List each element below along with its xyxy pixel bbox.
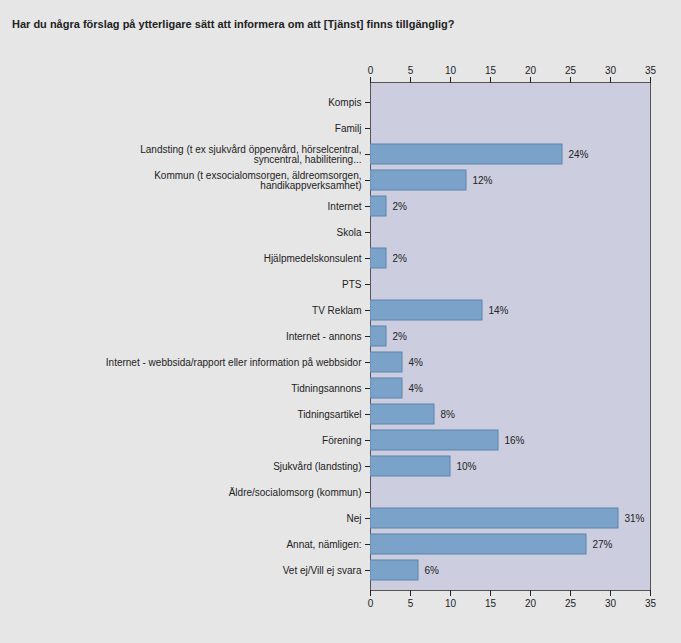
svg-text:Internet - webbsida/rapport el: Internet - webbsida/rapport eller inform… bbox=[106, 357, 362, 368]
svg-text:5: 5 bbox=[408, 598, 414, 609]
svg-text:Förening: Förening bbox=[322, 435, 361, 446]
svg-text:16%: 16% bbox=[505, 435, 525, 446]
svg-text:Landsting (t ex sjukvård öppen: Landsting (t ex sjukvård öppenvård, hörs… bbox=[140, 144, 361, 165]
svg-text:Skola: Skola bbox=[336, 227, 361, 238]
svg-text:30: 30 bbox=[605, 598, 617, 609]
svg-text:4%: 4% bbox=[409, 383, 424, 394]
svg-text:27%: 27% bbox=[593, 539, 613, 550]
svg-text:Tidningsartikel: Tidningsartikel bbox=[297, 409, 361, 420]
svg-text:Kompis: Kompis bbox=[328, 97, 361, 108]
svg-text:Nej: Nej bbox=[346, 513, 361, 524]
svg-text:25: 25 bbox=[565, 65, 577, 76]
svg-text:5: 5 bbox=[408, 65, 414, 76]
svg-text:Vet ej/Vill ej svara: Vet ej/Vill ej svara bbox=[283, 565, 362, 576]
svg-text:24%: 24% bbox=[569, 149, 589, 160]
svg-text:30: 30 bbox=[605, 65, 617, 76]
svg-text:2%: 2% bbox=[393, 201, 408, 212]
html-text:Har du några förslag på ytterl: Har du några förslag på ytterligare sätt… bbox=[12, 18, 455, 30]
svg-text:Kommun (t exsocialomsorgen, äl: Kommun (t exsocialomsorgen, äldreomsorge… bbox=[154, 170, 361, 191]
svg-text:20: 20 bbox=[525, 598, 537, 609]
svg-text:Tidningsannons: Tidningsannons bbox=[291, 383, 361, 394]
svg-text:0: 0 bbox=[368, 65, 374, 76]
svg-text:15: 15 bbox=[485, 598, 497, 609]
svg-text:25: 25 bbox=[565, 598, 577, 609]
svg-text:6%: 6% bbox=[425, 565, 440, 576]
svg-text:31%: 31% bbox=[625, 513, 645, 524]
svg-text:Äldre/socialomsorg (kommun): Äldre/socialomsorg (kommun) bbox=[229, 487, 362, 498]
svg-text:Sjukvård (landsting): Sjukvård (landsting) bbox=[273, 461, 361, 472]
svg-text:2%: 2% bbox=[393, 253, 408, 264]
svg-text:35: 35 bbox=[645, 598, 657, 609]
svg-text:Familj: Familj bbox=[335, 123, 362, 134]
svg-text:10: 10 bbox=[445, 598, 457, 609]
svg-text:8%: 8% bbox=[441, 409, 456, 420]
svg-text:Hjälpmedelskonsulent: Hjälpmedelskonsulent bbox=[264, 253, 362, 264]
svg-text:Internet: Internet bbox=[328, 201, 362, 212]
svg-text:10%: 10% bbox=[457, 461, 477, 472]
svg-text:35: 35 bbox=[645, 65, 657, 76]
svg-text:Annat, nämligen:: Annat, nämligen: bbox=[286, 539, 361, 550]
svg-text:0: 0 bbox=[368, 598, 374, 609]
svg-text:10: 10 bbox=[445, 65, 457, 76]
svg-text:TV Reklam: TV Reklam bbox=[312, 305, 361, 316]
svg-text:15: 15 bbox=[485, 65, 497, 76]
svg-text:20: 20 bbox=[525, 65, 537, 76]
svg-text:4%: 4% bbox=[409, 357, 424, 368]
svg-text:2%: 2% bbox=[393, 331, 408, 342]
svg-text:14%: 14% bbox=[489, 305, 509, 316]
svg-text:12%: 12% bbox=[473, 175, 493, 186]
svg-text:PTS: PTS bbox=[342, 279, 362, 290]
svg-text:Internet - annons: Internet - annons bbox=[286, 331, 362, 342]
